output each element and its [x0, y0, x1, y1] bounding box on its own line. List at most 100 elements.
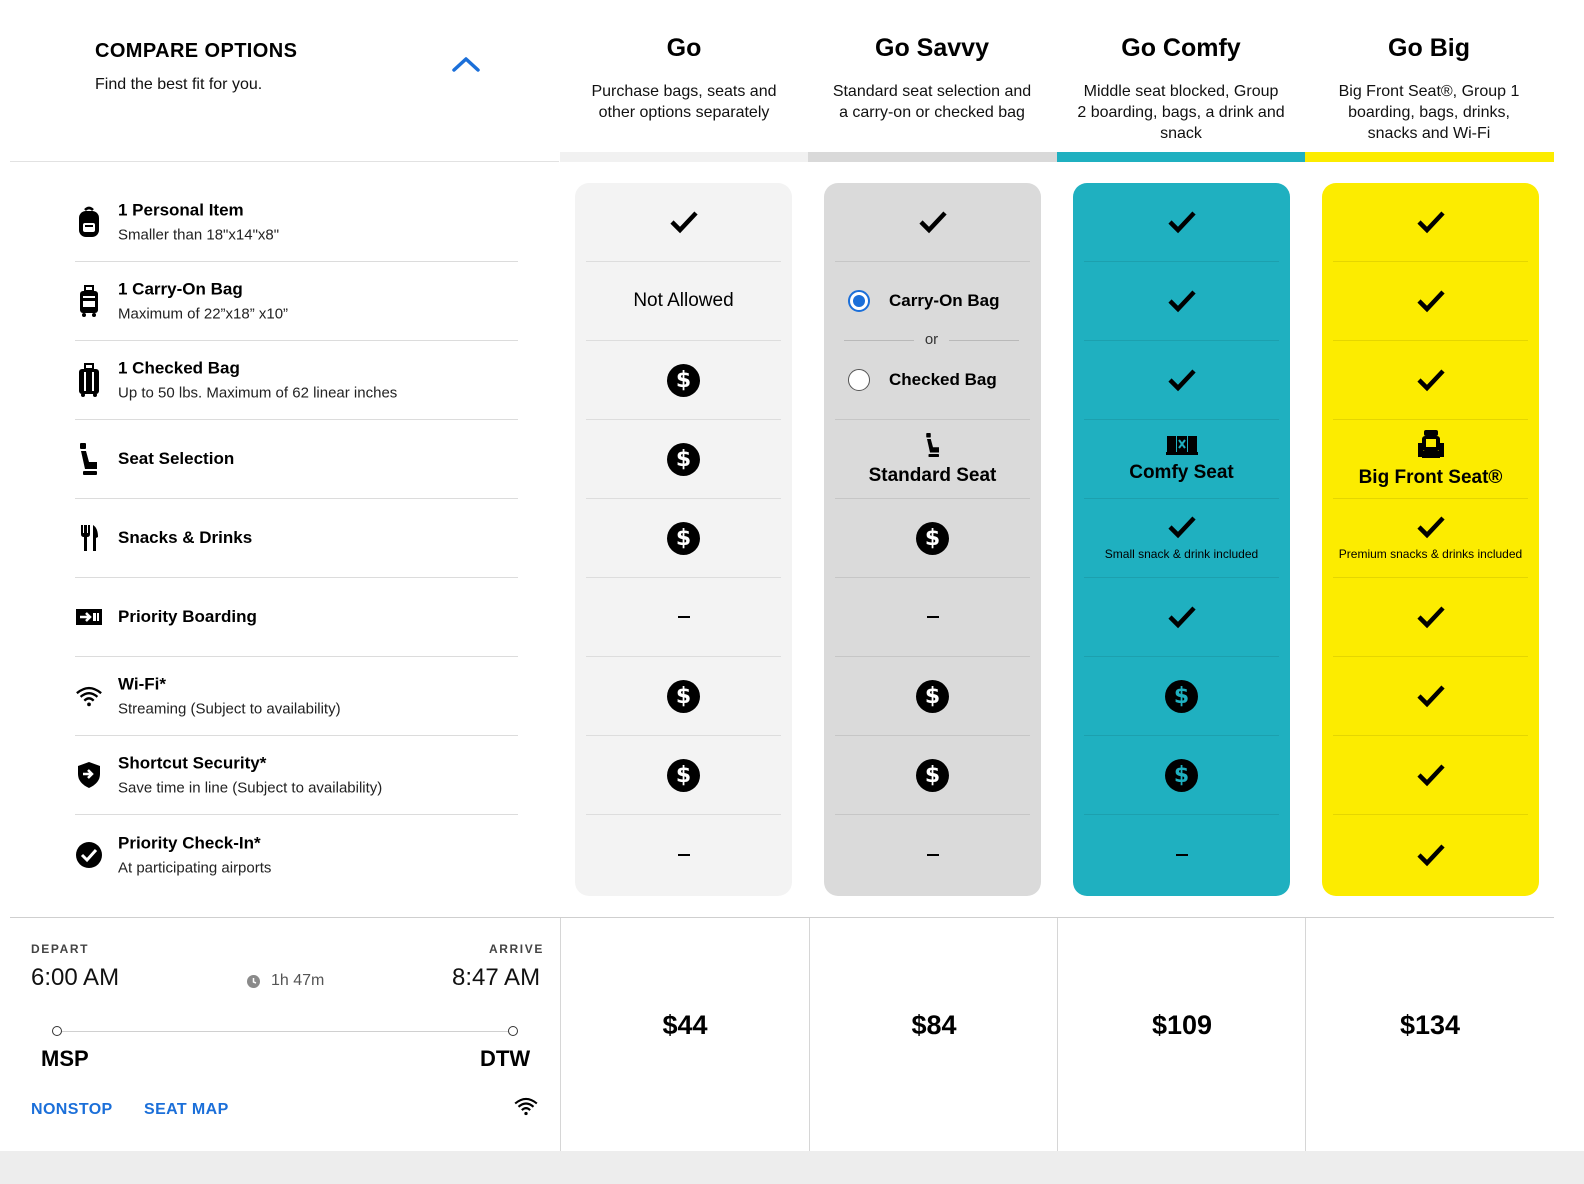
price-go-savvy[interactable]: $84	[911, 1010, 957, 1040]
checked-bag-icon	[75, 363, 103, 397]
dollar-icon: $	[667, 363, 700, 397]
cell-shortcut-security: $	[835, 736, 1030, 815]
shield-icon	[75, 758, 103, 792]
plan-name: Go Big	[1388, 34, 1470, 62]
feature-title: 1 Personal Item	[118, 200, 244, 220]
duration: 1h 47m	[246, 972, 324, 990]
dollar-icon: $	[916, 679, 949, 713]
cell-wifi	[1333, 657, 1528, 736]
snack-note: Small snack & drink included	[1104, 547, 1259, 561]
cell-priority-boarding	[1084, 578, 1279, 657]
plan-bar-go-comfy	[1057, 152, 1305, 162]
plan-header-go: Go Purchase bags, seats and other option…	[560, 34, 808, 123]
cell-personal-item	[586, 183, 781, 262]
header-divider	[10, 161, 559, 162]
feature-row-wifi: Wi-Fi* Streaming (Subject to availabilit…	[75, 657, 518, 736]
feature-row-checked-bag: 1 Checked Bag Up to 50 lbs. Maximum of 6…	[75, 341, 518, 420]
check-icon	[1416, 685, 1445, 708]
feature-title: 1 Checked Bag	[118, 358, 240, 378]
nonstop-link[interactable]: NONSTOP	[31, 1101, 113, 1118]
cell-personal-item	[1333, 183, 1528, 262]
arrive-time: 8:47 AM	[452, 964, 541, 991]
feature-title: Seat Selection	[118, 449, 235, 468]
feature-subtitle: At participating airports	[118, 859, 272, 876]
plan-bar-go	[560, 152, 808, 162]
boarding-icon	[75, 600, 103, 634]
not-allowed-text: Not Allowed	[633, 290, 734, 311]
feature-subtitle: Smaller than 18"x14"x8"	[118, 226, 280, 244]
dash-icon	[677, 853, 690, 856]
route-line	[62, 1031, 508, 1032]
dollar-icon: $	[916, 521, 949, 555]
cell-seat-selection: $	[586, 420, 781, 499]
collapse-chevron-up-icon[interactable]	[448, 50, 484, 80]
origin-code: MSP	[41, 1046, 89, 1071]
price-go[interactable]: $44	[662, 1010, 708, 1040]
plan-column-go[interactable]: Not Allowed $ $ $ $ $	[575, 183, 792, 896]
dash-icon	[926, 853, 939, 856]
cell-priority-checkin	[1333, 815, 1528, 894]
dash-icon	[677, 616, 690, 618]
feature-subtitle: Up to 50 lbs. Maximum of 62 linear inche…	[118, 384, 398, 402]
clock-icon	[247, 974, 260, 988]
checked-bag-option[interactable]: Checked Bag	[848, 369, 997, 391]
plan-header-go-big: Go Big Big Front Seat®, Group 1 boarding…	[1305, 34, 1553, 144]
check-icon	[1416, 516, 1445, 539]
origin-dot	[52, 1026, 62, 1036]
cell-personal-item	[1084, 183, 1279, 262]
backpack-icon	[75, 205, 103, 239]
cell-seat-selection: Comfy Seat	[1084, 420, 1279, 499]
plan-column-go-comfy[interactable]: Comfy Seat Small snack & drink included …	[1073, 183, 1290, 896]
check-icon	[1167, 369, 1196, 392]
cell-snacks: $	[835, 499, 1030, 578]
dollar-icon: $	[916, 758, 949, 792]
cell-shortcut-security: $	[1084, 736, 1279, 815]
carry-on-radio[interactable]	[848, 290, 870, 312]
plan-description: Standard seat selection and a carry-on o…	[832, 83, 1032, 121]
cell-shortcut-security: $	[586, 736, 781, 815]
cell-wifi: $	[835, 657, 1030, 736]
dollar-icon: $	[667, 679, 700, 713]
price-go-comfy[interactable]: $109	[1151, 1010, 1213, 1040]
fork-knife-icon	[75, 521, 103, 555]
price-go-big[interactable]: $134	[1399, 1010, 1461, 1040]
feature-title: Priority Check-In*	[118, 833, 261, 852]
bottom-divider	[10, 917, 1554, 918]
feature-row-shortcut-security: Shortcut Security* Save time in line (Su…	[75, 736, 518, 815]
dash-icon	[926, 616, 939, 618]
cell-priority-boarding	[586, 578, 781, 657]
cell-checked-bag: $	[586, 341, 781, 420]
cell-snacks: $	[586, 499, 781, 578]
feature-title: Shortcut Security*	[118, 753, 267, 773]
check-icon	[1167, 516, 1196, 539]
wifi-icon	[513, 1096, 539, 1121]
carry-on-option[interactable]: Carry-On Bag	[848, 290, 1000, 312]
seat-label: Standard Seat	[868, 465, 997, 486]
seat-icon	[75, 442, 103, 476]
seat-map-link[interactable]: SEAT MAP	[144, 1101, 229, 1118]
depart-label: DEPART	[31, 942, 90, 956]
check-circle-icon	[75, 838, 103, 872]
depart-time: 6:00 AM	[31, 964, 120, 991]
column-divider	[809, 918, 810, 1151]
snack-note: Premium snacks & drinks included	[1338, 547, 1523, 561]
cell-priority-boarding	[1333, 578, 1528, 657]
plan-column-go-big[interactable]: Big Front Seat® Premium snacks & drinks …	[1322, 183, 1539, 896]
checked-bag-radio[interactable]	[848, 369, 870, 391]
seat-label: Big Front Seat®	[1358, 467, 1503, 488]
column-divider	[560, 918, 561, 1151]
cell-seat-selection: Standard Seat	[835, 420, 1030, 499]
feature-title: Snacks & Drinks	[118, 528, 253, 547]
check-icon	[1416, 369, 1445, 392]
cell-priority-checkin	[1084, 815, 1279, 894]
destination-dot	[508, 1026, 518, 1036]
feature-row-priority-boarding: Priority Boarding	[75, 578, 518, 657]
plan-column-go-savvy[interactable]: Carry-On Bag or Checked Bag Standard Sea…	[824, 183, 1041, 896]
arrive-label: ARRIVE	[489, 942, 544, 956]
cell-checked-bag	[1333, 341, 1528, 420]
cell-priority-checkin	[586, 815, 781, 894]
cell-personal-item	[835, 183, 1030, 262]
plan-header-go-comfy: Go Comfy Middle seat blocked, Group 2 bo…	[1057, 34, 1305, 144]
cell-shortcut-security	[1333, 736, 1528, 815]
destination-code: DTW	[480, 1046, 531, 1071]
